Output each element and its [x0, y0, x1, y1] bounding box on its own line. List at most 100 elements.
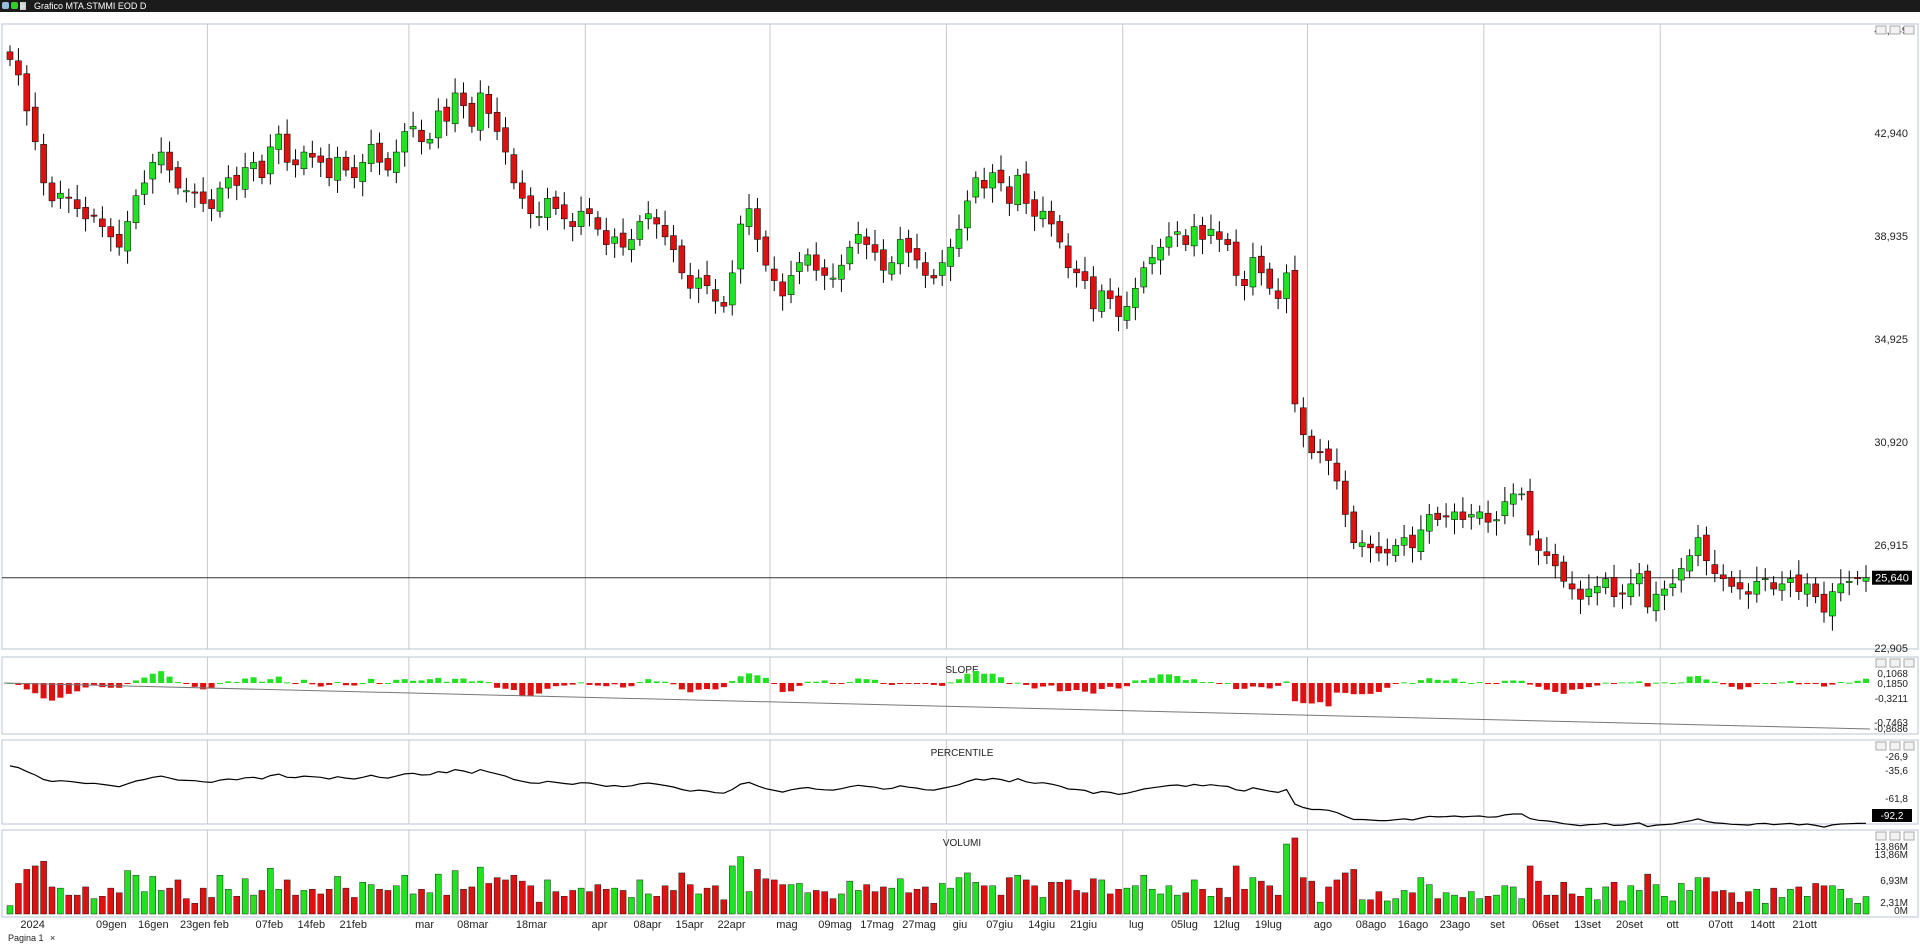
pane-close-button[interactable]	[1903, 741, 1915, 751]
pane-maximize-button[interactable]	[1889, 658, 1901, 668]
slope-bar	[242, 678, 249, 683]
volume-bar	[745, 891, 753, 915]
slope-tick: -0,3211	[1875, 694, 1909, 705]
volume-bar	[1022, 879, 1030, 915]
pane-minimize-button[interactable]	[1875, 25, 1887, 35]
volume-bar	[1694, 877, 1702, 915]
candle-body	[376, 142, 383, 163]
volume-bar	[48, 886, 56, 915]
candle-body	[1845, 581, 1853, 583]
volume-bar	[1602, 886, 1609, 915]
candle-body	[292, 159, 299, 166]
slope-bar	[930, 683, 937, 685]
play-icon[interactable]	[20, 2, 26, 10]
volume-bar	[729, 865, 736, 915]
x-tick-label: 14feb	[298, 919, 326, 931]
slope-bar	[166, 676, 173, 683]
candle-body	[107, 226, 115, 238]
volume-bar	[1728, 892, 1735, 915]
app-menu-icon[interactable]	[2, 2, 9, 9]
tab-pagina-1[interactable]: Pagina 1	[8, 933, 44, 943]
slope-bar	[813, 681, 820, 683]
volume-bar	[1014, 875, 1022, 915]
volume-bar	[1300, 877, 1307, 915]
candle-body	[644, 213, 652, 220]
volume-bar	[409, 893, 417, 915]
slope-bar	[804, 681, 811, 683]
pane-maximize-button[interactable]	[1889, 25, 1901, 35]
candle-body	[1048, 210, 1055, 225]
candle-body	[132, 195, 140, 223]
pane-minimize-button[interactable]	[1875, 658, 1887, 668]
volume-bar	[1761, 903, 1769, 915]
volume-bar	[65, 894, 73, 915]
volume-bar	[594, 884, 602, 915]
slope-bar	[1577, 683, 1584, 690]
volume-bar	[980, 885, 988, 915]
slope-bar	[1031, 683, 1038, 689]
volume-bar	[846, 880, 854, 915]
slope-bar	[1308, 683, 1315, 704]
volume-bar	[23, 869, 31, 915]
slope-bar	[695, 683, 702, 690]
slope-pane-title: SLOPE	[945, 665, 979, 676]
volume-bar	[141, 891, 148, 915]
slope-bar	[74, 683, 81, 692]
x-tick-label: mag	[776, 919, 797, 931]
candle-body	[636, 221, 644, 240]
volume-bar	[678, 872, 686, 915]
volume-bar	[418, 889, 425, 915]
volume-bar	[435, 873, 442, 915]
candle-body	[250, 162, 257, 170]
close-tab-icon[interactable]: ×	[50, 933, 56, 943]
candle-body	[510, 154, 518, 184]
slope-bar	[384, 683, 391, 684]
volume-bar	[888, 887, 896, 915]
chart-area[interactable]: 46,94942,94038,93534,92530,92026,91522,9…	[0, 12, 1920, 932]
volume-bar	[947, 887, 954, 915]
volume-bar	[1190, 879, 1198, 915]
volume-bar	[1560, 882, 1567, 915]
slope-bar	[586, 683, 593, 685]
slope-bar	[1669, 683, 1676, 684]
pane-minimize-button[interactable]	[1875, 741, 1887, 751]
slope-bar	[1090, 683, 1097, 694]
green-status-icon	[11, 2, 18, 9]
volume-bar	[1736, 901, 1744, 915]
pane-maximize-button[interactable]	[1889, 741, 1901, 751]
slope-bar	[1787, 681, 1794, 683]
slope-bar	[1686, 676, 1693, 683]
x-tick-label: 12lug	[1213, 919, 1240, 931]
candle-body	[1652, 593, 1660, 612]
y-tick-label: 34,925	[1874, 334, 1908, 346]
slope-bar	[1216, 683, 1223, 684]
candle-body	[443, 106, 450, 122]
slope-bar	[611, 683, 618, 685]
y-tick-label: 42,940	[1874, 128, 1908, 140]
volume-bar	[1232, 865, 1240, 915]
pane-close-button[interactable]	[1903, 831, 1915, 841]
candle-body	[1795, 574, 1803, 592]
pane-minimize-button[interactable]	[1875, 831, 1887, 841]
volume-bar	[31, 865, 39, 915]
pane-close-button[interactable]	[1903, 25, 1915, 35]
candle-body	[1459, 511, 1467, 520]
x-tick-label: 27mag	[902, 919, 936, 931]
volume-bar	[1291, 837, 1299, 915]
volume-bar	[720, 899, 728, 915]
volume-bar	[762, 878, 770, 915]
volume-pane-title: VOLUMI	[943, 838, 981, 849]
volume-bar	[1493, 894, 1500, 915]
candle-body	[544, 198, 551, 218]
candle-body	[602, 230, 610, 245]
slope-bar	[477, 680, 484, 683]
pane-close-button[interactable]	[1903, 658, 1915, 668]
candle-body	[191, 191, 199, 194]
slope-bar	[435, 677, 442, 683]
volume-bar	[1459, 897, 1467, 915]
pane-maximize-button[interactable]	[1889, 831, 1901, 841]
candle-body	[796, 262, 803, 272]
slope-bar	[1233, 683, 1240, 690]
slope-bar	[544, 683, 551, 689]
slope-bar	[863, 679, 870, 683]
